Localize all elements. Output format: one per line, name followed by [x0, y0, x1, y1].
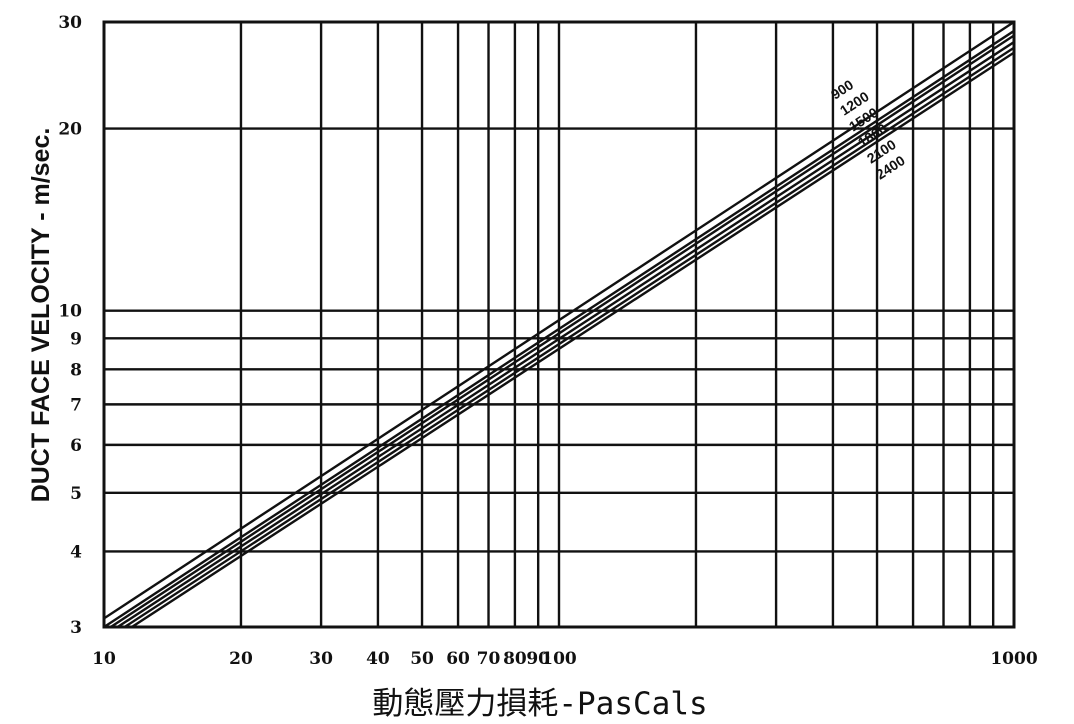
y-axis-label: DUCT FACE VELOCITY - m/sec.: [27, 128, 55, 503]
x-tick-label: 100: [541, 649, 577, 669]
y-tick-label: 10: [58, 302, 82, 322]
x-tick-label: 70: [477, 649, 501, 669]
y-tick-label: 7: [70, 395, 82, 415]
y-tick-label: 30: [58, 13, 82, 33]
x-tick-label: 1000: [990, 649, 1037, 669]
x-tick-label: 60: [446, 649, 470, 669]
y-axis-ticks: 3 4 5 6 7 8 9 10 20 30: [58, 13, 82, 638]
y-tick-label: 4: [70, 542, 82, 562]
plot-frame: [102, 20, 1016, 629]
x-axis-label: 動態壓力損耗-PasCals: [372, 686, 707, 722]
series-lines: [104, 22, 1014, 627]
series-line-2400: [129, 51, 1014, 627]
series-line-900: [104, 22, 1014, 620]
x-tick-label: 30: [309, 649, 333, 669]
y-tick-label: 20: [58, 120, 82, 140]
y-tick-label: 5: [70, 484, 82, 504]
x-tick-label: 90: [526, 649, 550, 669]
x-tick-label: 10: [92, 649, 116, 669]
x-tick-label: 40: [366, 649, 390, 669]
series-line-1500: [108, 34, 1014, 627]
series-line-1800: [115, 41, 1014, 627]
series-line-2100: [122, 46, 1014, 627]
y-tick-label: 3: [70, 618, 82, 638]
x-tick-label: 20: [229, 649, 253, 669]
y-tick-label: 9: [70, 329, 82, 349]
x-tick-label: 50: [410, 649, 434, 669]
x-tick-label: 80: [503, 649, 527, 669]
y-tick-label: 8: [70, 360, 82, 380]
series-line-1200: [104, 29, 1014, 627]
y-tick-label: 6: [70, 436, 82, 456]
